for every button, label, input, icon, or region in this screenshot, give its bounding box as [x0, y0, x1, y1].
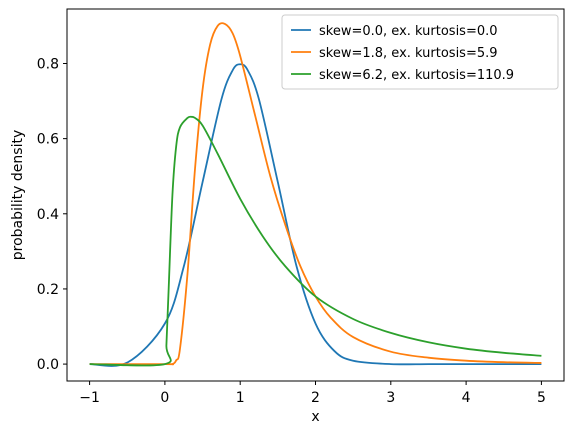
x-tick-label: 2: [311, 390, 320, 406]
legend-box: [281, 14, 559, 90]
series-lines: [89, 22, 542, 367]
y-tick-label: 0.4: [37, 207, 59, 223]
x-tick-label: 4: [462, 390, 471, 406]
x-tick-label: 1: [236, 390, 245, 406]
legend-entry: skew=1.8, ex. kurtosis=5.9: [319, 46, 498, 61]
series-line-1: [89, 63, 542, 367]
y-tick-label: 0.0: [37, 357, 59, 373]
y-tick-label: 0.2: [37, 282, 59, 298]
legend-entry: skew=0.0, ex. kurtosis=0.0: [319, 24, 498, 39]
y-tick-label: 0.6: [37, 132, 59, 148]
y-tick-label: 0.8: [37, 56, 59, 72]
series-line-3: [89, 115, 542, 367]
x-tick-label: 5: [537, 390, 546, 406]
x-tick-label: 0: [160, 390, 169, 406]
x-tick-label: −1: [79, 390, 100, 406]
series-line-2: [89, 22, 542, 366]
legend: skew=0.0, ex. kurtosis=0.0 skew=1.8, ex. …: [281, 14, 559, 90]
x-axis-label: x: [311, 409, 319, 425]
ticks: −1 0 1 2 3 4 5 0.0 0.2 0.4 0.6 0.8: [37, 56, 546, 406]
x-tick-label: 3: [386, 390, 395, 406]
legend-entry: skew=6.2, ex. kurtosis=110.9: [319, 68, 514, 83]
y-axis-label: probability density: [10, 130, 26, 260]
plot-frame: [66, 8, 565, 382]
